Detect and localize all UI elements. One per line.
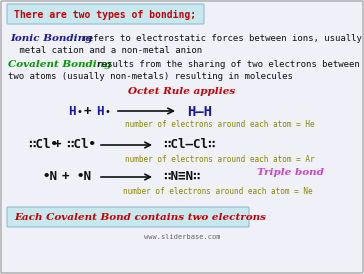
Text: H: H: [68, 105, 75, 118]
Text: H—H: H—H: [187, 105, 212, 119]
Text: number of electrons around each atom = He: number of electrons around each atom = H…: [125, 120, 315, 129]
Text: number of electrons around each atom = Ar: number of electrons around each atom = A…: [125, 155, 315, 164]
Text: •N: •N: [42, 170, 57, 183]
Text: •: •: [104, 107, 110, 117]
Text: number of electrons around each atom = Ne: number of electrons around each atom = N…: [123, 187, 313, 196]
Text: H: H: [96, 105, 103, 118]
Text: +: +: [84, 105, 91, 118]
Text: •: •: [76, 107, 82, 117]
FancyBboxPatch shape: [7, 4, 204, 24]
Text: There are two types of bonding;: There are two types of bonding;: [14, 10, 196, 20]
Text: Covalent Bonding: Covalent Bonding: [8, 60, 111, 69]
Text: results from the sharing of two electrons between: results from the sharing of two electron…: [91, 60, 360, 69]
Text: Triple bond: Triple bond: [257, 168, 324, 177]
Text: metal cation and a non-metal anion: metal cation and a non-metal anion: [14, 46, 202, 55]
Text: Each Covalent Bond contains two electrons: Each Covalent Bond contains two electron…: [14, 213, 266, 222]
Text: Ionic Bonding: Ionic Bonding: [10, 34, 92, 43]
Text: refers to electrostatic forces between ions, usually a: refers to electrostatic forces between i…: [77, 34, 364, 43]
Text: ∷Cl•: ∷Cl•: [66, 138, 96, 151]
Text: ∷Cl•: ∷Cl•: [28, 138, 58, 151]
Text: www.sliderbase.com: www.sliderbase.com: [144, 234, 220, 240]
FancyBboxPatch shape: [7, 207, 249, 227]
Text: ∷N≡N∷: ∷N≡N∷: [163, 170, 201, 183]
Text: +: +: [62, 170, 70, 183]
Text: Octet Rule applies: Octet Rule applies: [128, 87, 236, 96]
Text: •N: •N: [76, 170, 91, 183]
Text: two atoms (usually non-metals) resulting in molecules: two atoms (usually non-metals) resulting…: [8, 72, 293, 81]
Text: +: +: [54, 138, 62, 151]
Text: ∷Cl—Cl∷: ∷Cl—Cl∷: [163, 138, 215, 151]
